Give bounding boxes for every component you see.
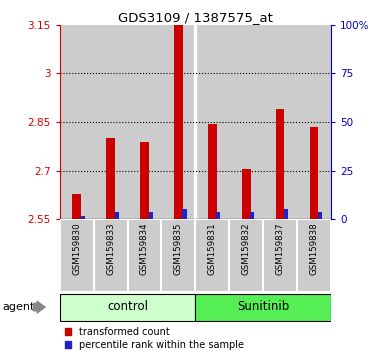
Text: Sunitinib: Sunitinib xyxy=(237,300,290,313)
Bar xyxy=(72,194,81,354)
Bar xyxy=(81,216,85,354)
FancyBboxPatch shape xyxy=(229,219,263,292)
Text: GSM159832: GSM159832 xyxy=(242,222,251,275)
FancyBboxPatch shape xyxy=(195,219,229,292)
Bar xyxy=(174,0,182,354)
Bar xyxy=(140,142,149,354)
FancyBboxPatch shape xyxy=(263,219,297,292)
FancyBboxPatch shape xyxy=(161,219,195,292)
Bar xyxy=(182,209,187,354)
Bar xyxy=(208,124,217,354)
Bar xyxy=(60,293,195,321)
Bar xyxy=(297,25,331,219)
Text: control: control xyxy=(107,300,148,313)
FancyBboxPatch shape xyxy=(297,219,331,292)
Bar xyxy=(216,212,221,354)
Text: GSM159838: GSM159838 xyxy=(310,222,319,275)
Text: GSM159831: GSM159831 xyxy=(208,222,217,275)
Bar xyxy=(318,212,322,354)
Text: GSM159837: GSM159837 xyxy=(276,222,285,275)
Text: GSM159835: GSM159835 xyxy=(174,222,183,275)
Bar xyxy=(229,25,263,219)
Bar xyxy=(250,212,254,354)
Text: GSM159833: GSM159833 xyxy=(106,222,115,275)
Bar xyxy=(94,25,127,219)
Bar xyxy=(127,25,161,219)
Text: agent: agent xyxy=(2,302,34,312)
Bar xyxy=(115,212,119,354)
Bar xyxy=(60,25,94,219)
Bar xyxy=(161,25,195,219)
Title: GDS3109 / 1387575_at: GDS3109 / 1387575_at xyxy=(118,11,273,24)
Text: GSM159834: GSM159834 xyxy=(140,222,149,275)
Bar xyxy=(106,138,115,354)
Bar xyxy=(195,25,229,219)
Legend: transformed count, percentile rank within the sample: transformed count, percentile rank withi… xyxy=(65,327,244,350)
Text: GSM159830: GSM159830 xyxy=(72,222,81,275)
Bar xyxy=(276,109,285,354)
FancyBboxPatch shape xyxy=(127,219,161,292)
Bar xyxy=(284,209,288,354)
Bar xyxy=(310,127,318,354)
FancyBboxPatch shape xyxy=(60,219,94,292)
Bar xyxy=(242,169,251,354)
Bar xyxy=(149,212,152,354)
Bar xyxy=(195,293,331,321)
FancyBboxPatch shape xyxy=(94,219,127,292)
Bar xyxy=(263,25,297,219)
